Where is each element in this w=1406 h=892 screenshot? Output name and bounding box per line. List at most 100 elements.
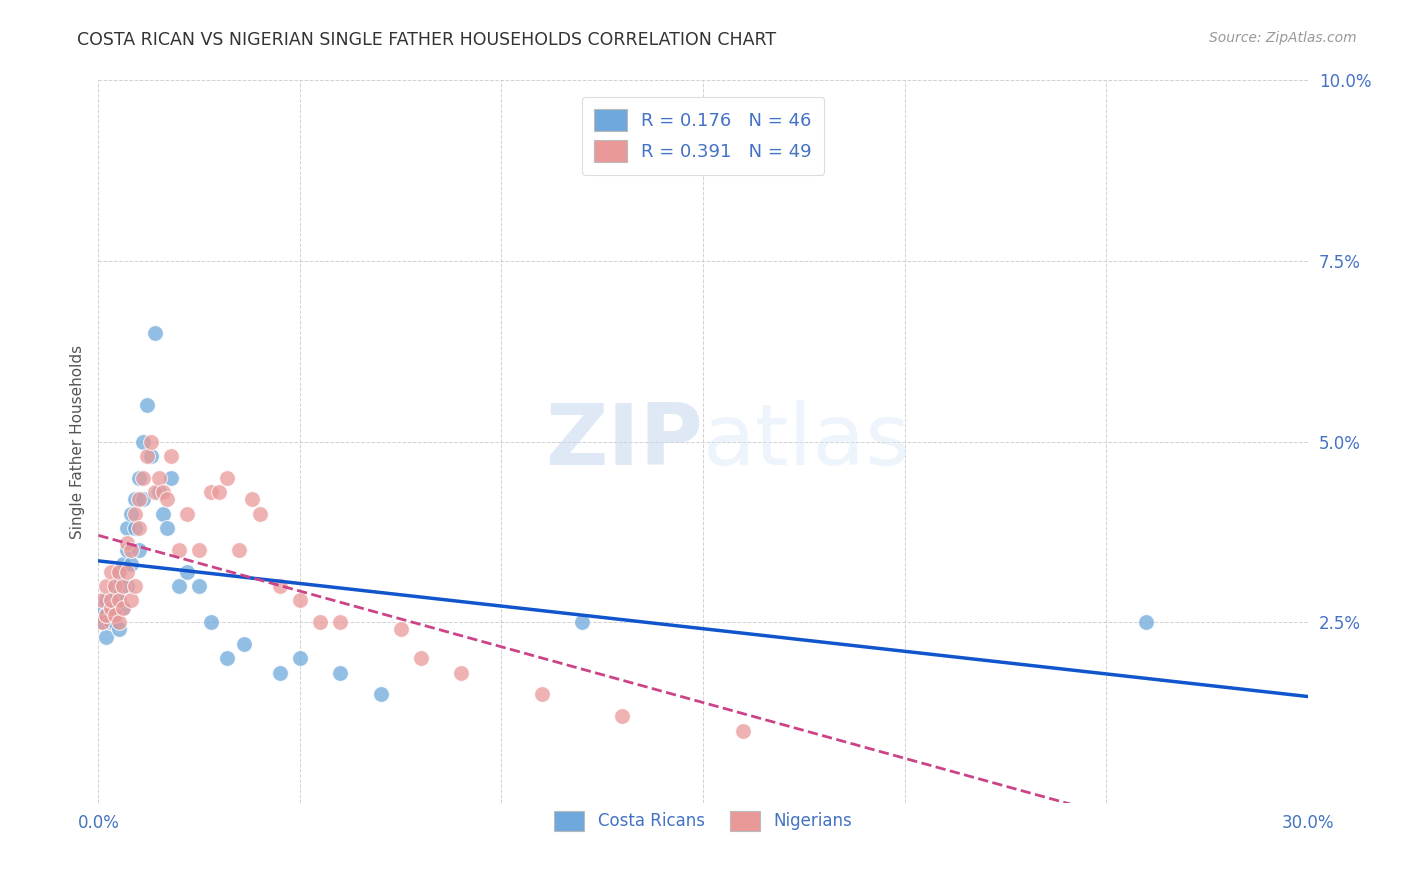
Point bbox=[132, 471, 155, 485]
Point bbox=[188, 542, 211, 557]
Point bbox=[100, 593, 122, 607]
Point bbox=[115, 542, 138, 557]
Point bbox=[91, 600, 114, 615]
Point bbox=[115, 535, 138, 549]
Point bbox=[100, 593, 122, 607]
Point bbox=[96, 630, 118, 644]
Point bbox=[107, 593, 129, 607]
Point bbox=[200, 615, 222, 630]
Point bbox=[124, 579, 146, 593]
Point bbox=[288, 593, 311, 607]
Point bbox=[107, 565, 129, 579]
Point bbox=[96, 607, 118, 622]
Point bbox=[132, 434, 155, 449]
Text: atlas: atlas bbox=[703, 400, 911, 483]
Point bbox=[152, 485, 174, 500]
Point bbox=[128, 471, 150, 485]
Point bbox=[370, 687, 392, 701]
Point bbox=[409, 651, 432, 665]
Point bbox=[143, 485, 166, 500]
Point bbox=[217, 651, 239, 665]
Point bbox=[249, 507, 271, 521]
Point bbox=[100, 565, 122, 579]
Point bbox=[160, 471, 183, 485]
Point bbox=[530, 687, 553, 701]
Point bbox=[143, 326, 166, 340]
Text: Source: ZipAtlas.com: Source: ZipAtlas.com bbox=[1209, 31, 1357, 45]
Point bbox=[240, 492, 263, 507]
Point bbox=[139, 449, 162, 463]
Point bbox=[329, 615, 352, 630]
Point bbox=[156, 521, 179, 535]
Point bbox=[128, 521, 150, 535]
Legend: Costa Ricans, Nigerians: Costa Ricans, Nigerians bbox=[547, 805, 859, 838]
Point bbox=[124, 521, 146, 535]
Point bbox=[107, 623, 129, 637]
Point bbox=[96, 579, 118, 593]
Point bbox=[91, 593, 114, 607]
Point bbox=[612, 709, 634, 723]
Point bbox=[228, 542, 250, 557]
Point bbox=[128, 542, 150, 557]
Point bbox=[1135, 615, 1157, 630]
Text: COSTA RICAN VS NIGERIAN SINGLE FATHER HOUSEHOLDS CORRELATION CHART: COSTA RICAN VS NIGERIAN SINGLE FATHER HO… bbox=[77, 31, 776, 49]
Point bbox=[115, 565, 138, 579]
Point bbox=[269, 579, 291, 593]
Point bbox=[139, 434, 162, 449]
Text: ZIP: ZIP bbox=[546, 400, 703, 483]
Point bbox=[217, 471, 239, 485]
Point bbox=[288, 651, 311, 665]
Point bbox=[269, 665, 291, 680]
Point bbox=[103, 607, 125, 622]
Point bbox=[111, 579, 134, 593]
Point bbox=[103, 579, 125, 593]
Point bbox=[100, 607, 122, 622]
Point bbox=[111, 558, 134, 572]
Point bbox=[389, 623, 412, 637]
Point bbox=[152, 507, 174, 521]
Point bbox=[96, 593, 118, 607]
Point bbox=[135, 398, 157, 412]
Point bbox=[128, 492, 150, 507]
Point bbox=[200, 485, 222, 500]
Point bbox=[124, 492, 146, 507]
Point bbox=[120, 593, 142, 607]
Point bbox=[111, 600, 134, 615]
Point bbox=[103, 615, 125, 630]
Point bbox=[135, 449, 157, 463]
Point bbox=[103, 579, 125, 593]
Point bbox=[100, 615, 122, 630]
Point bbox=[156, 492, 179, 507]
Point bbox=[120, 542, 142, 557]
Point bbox=[571, 615, 593, 630]
Point bbox=[188, 579, 211, 593]
Point bbox=[107, 615, 129, 630]
Point bbox=[96, 607, 118, 622]
Point bbox=[208, 485, 231, 500]
Point bbox=[91, 615, 114, 630]
Point bbox=[100, 600, 122, 615]
Point bbox=[309, 615, 332, 630]
Point bbox=[450, 665, 472, 680]
Point bbox=[115, 521, 138, 535]
Point bbox=[115, 579, 138, 593]
Point bbox=[167, 579, 190, 593]
Point bbox=[120, 507, 142, 521]
Y-axis label: Single Father Households: Single Father Households bbox=[69, 344, 84, 539]
Point bbox=[148, 471, 170, 485]
Point bbox=[329, 665, 352, 680]
Point bbox=[107, 565, 129, 579]
Point bbox=[160, 449, 183, 463]
Point bbox=[176, 507, 198, 521]
Point bbox=[120, 558, 142, 572]
Point bbox=[91, 615, 114, 630]
Point bbox=[107, 593, 129, 607]
Point bbox=[176, 565, 198, 579]
Point bbox=[167, 542, 190, 557]
Point bbox=[124, 507, 146, 521]
Point bbox=[132, 492, 155, 507]
Point bbox=[111, 600, 134, 615]
Point bbox=[232, 637, 254, 651]
Point bbox=[148, 485, 170, 500]
Point bbox=[733, 723, 755, 738]
